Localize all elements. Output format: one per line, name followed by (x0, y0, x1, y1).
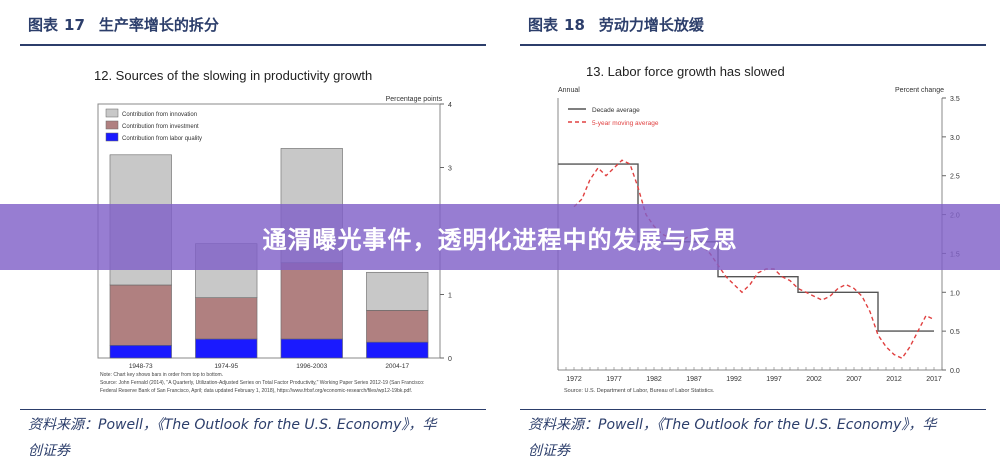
line-xtick-label: 1972 (566, 376, 582, 383)
bar-category-label: 1996-2003 (296, 363, 327, 370)
decade-average-line (558, 163, 934, 332)
left-header-title: 生产率增长的拆分 (98, 16, 219, 34)
line-xtick-label: 1977 (606, 376, 622, 383)
left-header-number: 17 (64, 16, 85, 34)
left-source-line-1: 资料来源：Powell，《The Outlook for the U.S. Ec… (28, 417, 437, 433)
left-header-prefix: 图表 (28, 16, 59, 34)
line-xtick-label: 2002 (806, 376, 822, 383)
line-chart-ylabel-left: Annual (558, 87, 580, 94)
line-chart-source: Source: U.S. Department of Labor, Bureau… (564, 388, 715, 394)
bar-segment (366, 271, 429, 311)
right-header-prefix: 图表 (528, 16, 559, 34)
bar-segment (366, 341, 429, 359)
right-source-line-1: 资料来源：Powell，《The Outlook for the U.S. Ec… (528, 417, 937, 433)
bar-segment (280, 338, 343, 359)
bar-chart-note: Note: Chart key shows bars in order from… (100, 372, 223, 378)
bar-legend-label: Contribution from labor quality (122, 136, 202, 142)
left-source-text: 资料来源：Powell，《The Outlook for the U.S. Ec… (28, 412, 486, 464)
line-ytick-label: 3.0 (950, 135, 960, 142)
bar-ytick-label: 1 (448, 293, 452, 300)
headline-title[interactable]: 通渭曝光事件，透明化进程中的发展与反思 (262, 225, 738, 254)
line-ytick-label: 0.5 (950, 329, 960, 336)
right-header-rule (520, 44, 986, 46)
line-xtick-label: 2007 (846, 376, 862, 383)
moving-average-line (573, 159, 935, 360)
right-header-number: 18 (564, 16, 585, 34)
right-figure-header: 图表 18 劳动力增长放缓 (528, 14, 704, 35)
right-source-line-2: 创证券 (528, 443, 570, 459)
bar-category-label: 1948-73 (129, 363, 153, 370)
line-legend-label-decade: Decade average (592, 107, 640, 114)
bar-legend-swatch (105, 132, 119, 142)
headline-banner[interactable]: 通渭曝光事件，透明化进程中的发展与反思 (0, 204, 1000, 270)
bar-legend-label: Contribution from innovation (122, 112, 197, 118)
left-header-rule (20, 44, 486, 46)
line-ytick-label: 3.5 (950, 96, 960, 103)
bar-segment (195, 297, 258, 340)
line-xtick-label: 1982 (646, 376, 662, 383)
bar-category-label: 2004-17 (385, 363, 409, 370)
line-legend-label-moving: 5-year moving average (592, 120, 659, 127)
line-xtick-label: 1992 (726, 376, 742, 383)
line-xtick-label: 1997 (766, 376, 782, 383)
line-ytick-label: 0.0 (950, 368, 960, 375)
line-chart-title: 13. Labor force growth has slowed (586, 64, 785, 79)
bar-chart-title: 12. Sources of the slowing in productivi… (94, 68, 372, 83)
bar-legend-label: Contribution from investment (122, 124, 199, 130)
bar-ytick-label: 3 (448, 166, 452, 173)
bar-legend-swatch (105, 120, 119, 130)
labor-force-line-chart: 13. Labor force growth has slowed Annual P… (557, 64, 960, 394)
bar-chart-ylabel: Percentage points (386, 96, 443, 103)
line-xtick-label: 1987 (686, 376, 702, 383)
bar-ytick-label: 4 (448, 102, 452, 109)
bar-chart-source-1: Source: John Fernald (2014), "A Quarterl… (100, 380, 424, 386)
line-xtick-label: 2017 (926, 376, 942, 383)
bar-segment (109, 284, 172, 346)
line-xtick-label: 2012 (886, 376, 902, 383)
left-source-rule (20, 409, 486, 410)
line-chart-ylabel: Percent change (895, 87, 944, 94)
bar-segment (109, 344, 172, 359)
line-ytick-label: 1.0 (950, 290, 960, 297)
bar-chart-source-2: Federal Reserve Bank of San Francisco, A… (100, 388, 412, 394)
bar-legend-swatch (105, 108, 119, 118)
right-header-title: 劳动力增长放缓 (598, 16, 704, 34)
left-figure-header: 图表 17 生产率增长的拆分 (28, 14, 219, 35)
line-ytick-label: 2.5 (950, 174, 960, 181)
right-source-rule (520, 409, 986, 410)
bar-segment (280, 262, 343, 340)
right-source-text: 资料来源：Powell，《The Outlook for the U.S. Ec… (528, 412, 986, 464)
right-figure-panel: 图表 18 劳动力增长放缓 13. Labor force growth has s… (500, 0, 1000, 474)
bar-ytick-label: 0 (448, 356, 452, 363)
bar-segment (366, 310, 429, 343)
bar-segment (195, 338, 258, 359)
left-source-line-2: 创证券 (28, 443, 70, 459)
bar-category-label: 1974-95 (214, 363, 238, 370)
